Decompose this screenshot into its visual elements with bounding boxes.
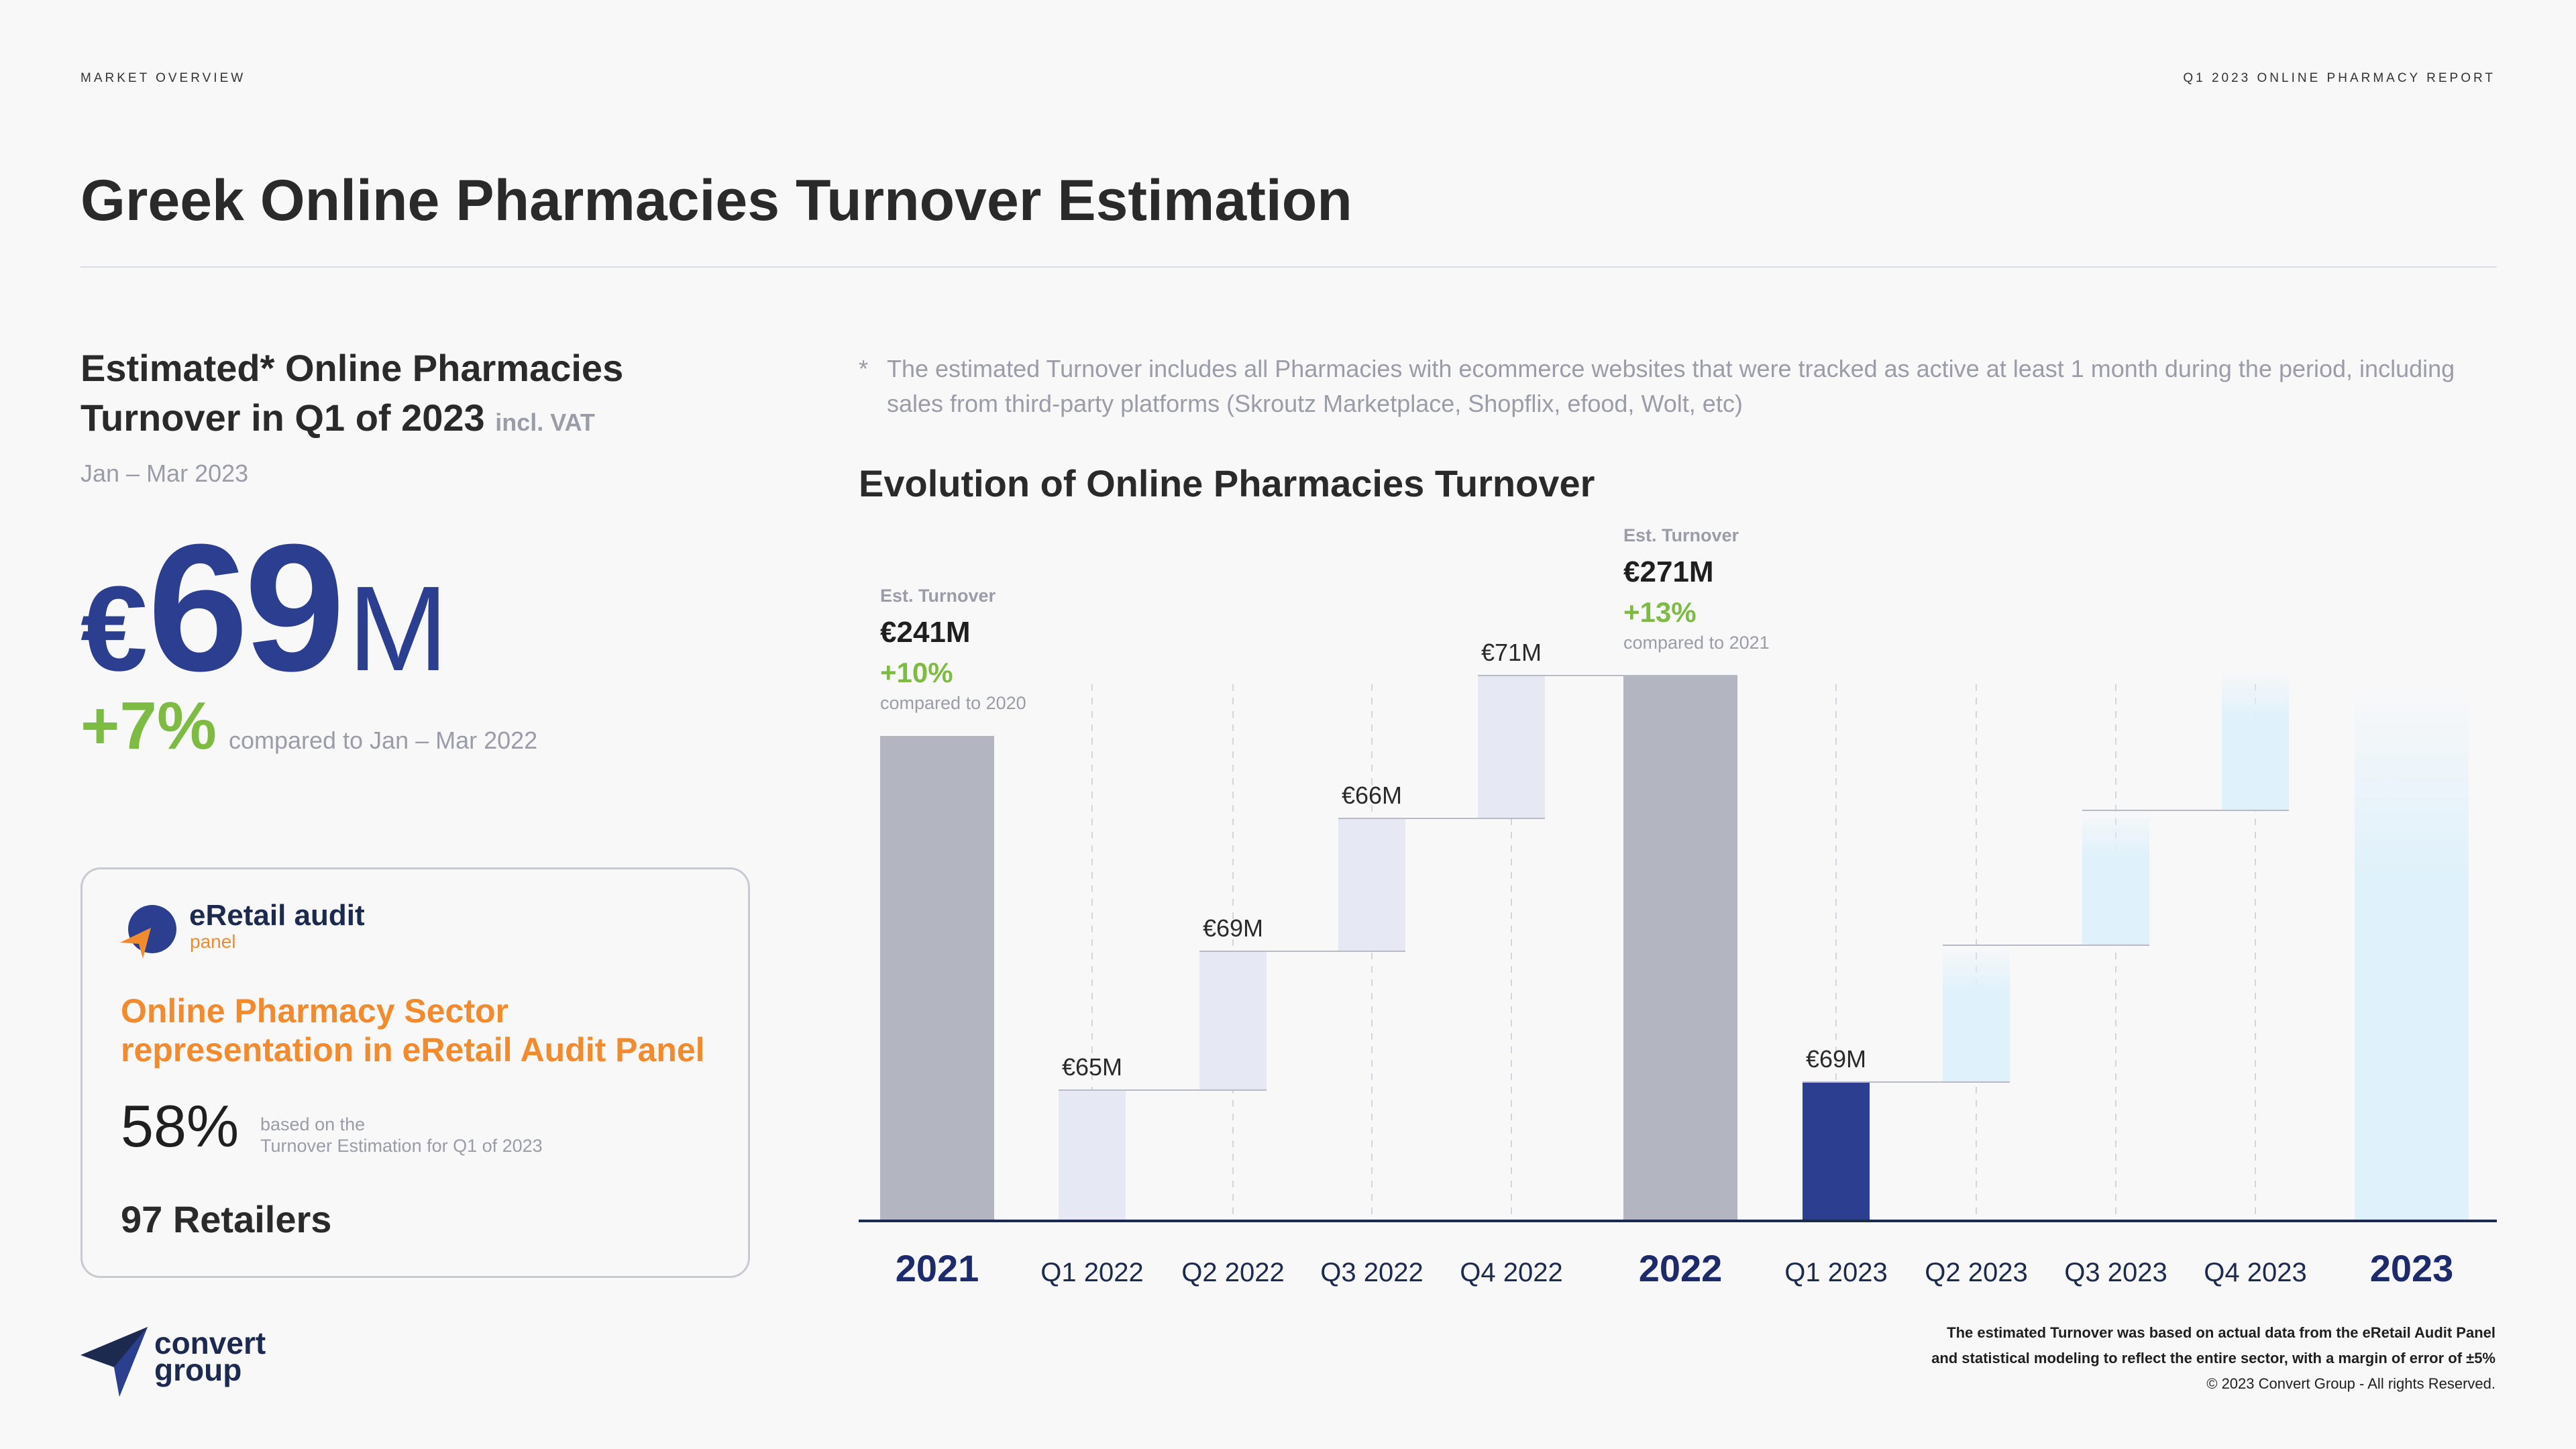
note-text: The estimated Turnover includes all Phar… [887,355,2455,417]
page-title: Greek Online Pharmacies Turnover Estimat… [80,168,1352,233]
annotation-label: Est. Turnover [880,586,996,606]
x-tick-label: Q1 2023 [1784,1258,1887,1287]
footer-line2: and statistical modeling to reflect the … [1931,1350,2496,1366]
eretail-logo-icon [120,905,176,959]
kpi-heading-line1: Estimated* Online Pharmacies [80,347,624,389]
value-label: €69M [1203,914,1263,942]
kpi-currency: € [80,561,148,696]
value-label: €65M [1062,1053,1122,1081]
x-tick-label: Q2 2023 [1925,1258,2027,1287]
card-share-note-2: Turnover Estimation for Q1 of 2023 [260,1136,543,1156]
bar-q2-2023 [1943,945,2010,1082]
report-label: Q1 2023 ONLINE PHARMACY REPORT [2183,71,2496,85]
chart-annotations: Est. Turnover €241M +10% compared to 2020 Es… [880,525,1770,713]
bar-2023 [2355,688,2469,1221]
x-tick-label: Q3 2022 [1320,1258,1423,1287]
kpi-heading-line2: Turnover in Q1 of 2023 [80,396,485,439]
kpi-growth: +7% compared to Jan – Mar 2022 [80,688,537,765]
chart-bars [880,669,2469,1221]
x-tick-label: Q2 2022 [1181,1258,1284,1287]
convert-group-logo-icon [80,1327,148,1397]
bar-2021 [880,736,994,1221]
kpi-growth-value: +7% [80,688,217,763]
convert-group-logo-text: convert group [154,1328,266,1385]
kpi-value: €69M [80,504,448,712]
chart-connectors [1059,675,2289,1091]
card-share-note-1: based on the [260,1114,366,1134]
title-divider [80,266,2497,268]
kpi-period: Jan – Mar 2023 [80,460,249,487]
methodology-note: * The estimated Turnover includes all Ph… [859,352,2469,421]
bar-q3-2023 [2082,810,2149,945]
footer-line1: The estimated Turnover was based on actu… [1947,1324,2496,1341]
bar-2022 [1623,676,1737,1221]
logo-line1: convert [154,1326,266,1360]
annotation-value: €271M [1623,555,1714,588]
annotation-label: Est. Turnover [1623,525,1739,545]
value-label: €71M [1481,639,1542,666]
x-tick-label: 2023 [2370,1247,2454,1289]
x-axis-tick-labels: 2021 Q1 2022 Q2 2022 Q3 2022 Q4 2022 2022 Q1 2… [896,1247,2454,1289]
panel-card [80,867,750,1278]
kpi-heading: Estimated* Online Pharmacies Turnover in… [80,343,818,447]
card-share-note: based on the Turnover Estimation for Q1 … [260,1114,543,1157]
annotation-growth: +10% [880,657,953,688]
kpi-unit: M [347,561,449,696]
footer-note: The estimated Turnover was based on actu… [1931,1320,2496,1397]
kpi-growth-note: compared to Jan – Mar 2022 [228,727,538,754]
card-title: Online Pharmacy Sector representation in… [121,992,705,1069]
x-tick-label: 2022 [1639,1247,1723,1289]
footer-copyright: © 2023 Convert Group - All rights Reserv… [2206,1375,2496,1392]
x-tick-label: Q4 2022 [1460,1258,1562,1287]
card-brand: eRetail audit [189,899,365,932]
value-label: €69M [1806,1045,1866,1073]
logo-line2: group [154,1352,242,1387]
card-share: 58% [121,1093,239,1159]
x-tick-label: Q4 2023 [2204,1258,2306,1287]
note-star: * [859,355,869,382]
annotation-growth: +13% [1623,596,1697,628]
bar-q1-2022 [1059,1090,1126,1221]
bar-q2-2022 [1199,951,1267,1090]
kpi-number: 69 [148,507,345,709]
annotation-compare: compared to 2020 [880,693,1026,713]
section-label: MARKET OVERVIEW [80,71,246,85]
kpi-heading-suffix: incl. VAT [495,409,595,436]
x-tick-label: Q1 2022 [1040,1258,1143,1287]
annotation-value: €241M [880,616,971,649]
card-retailers: 97 Retailers [121,1198,332,1240]
chart-title: Evolution of Online Pharmacies Turnover [859,462,1595,504]
bar-q4-2022 [1478,676,1545,818]
chart-value-labels: €65M €69M €66M €71M €69M [1062,639,1866,1081]
bar-q3-2022 [1338,818,1405,951]
x-tick-label: 2021 [896,1247,979,1289]
x-tick-label: Q3 2023 [2064,1258,2167,1287]
card-brand-sub: panel [190,931,236,952]
bar-q4-2023 [2222,669,2289,810]
bar-q1-2023 [1803,1082,1870,1221]
annotation-compare: compared to 2021 [1623,633,1770,653]
value-label: €66M [1342,782,1402,809]
